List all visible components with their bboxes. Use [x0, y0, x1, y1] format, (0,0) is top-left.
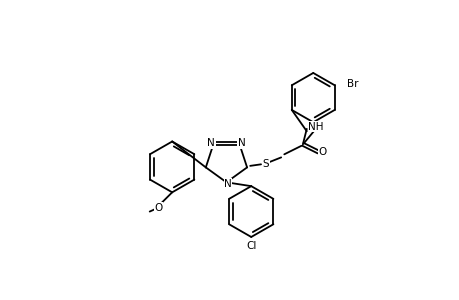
- Text: N: N: [237, 138, 245, 148]
- Text: N: N: [207, 138, 215, 148]
- Text: O: O: [154, 203, 162, 213]
- Text: N: N: [224, 179, 231, 189]
- Text: O: O: [318, 147, 326, 157]
- Text: NH: NH: [308, 122, 323, 132]
- Text: S: S: [262, 159, 269, 169]
- Text: Br: Br: [347, 79, 358, 89]
- Text: Cl: Cl: [246, 241, 256, 251]
